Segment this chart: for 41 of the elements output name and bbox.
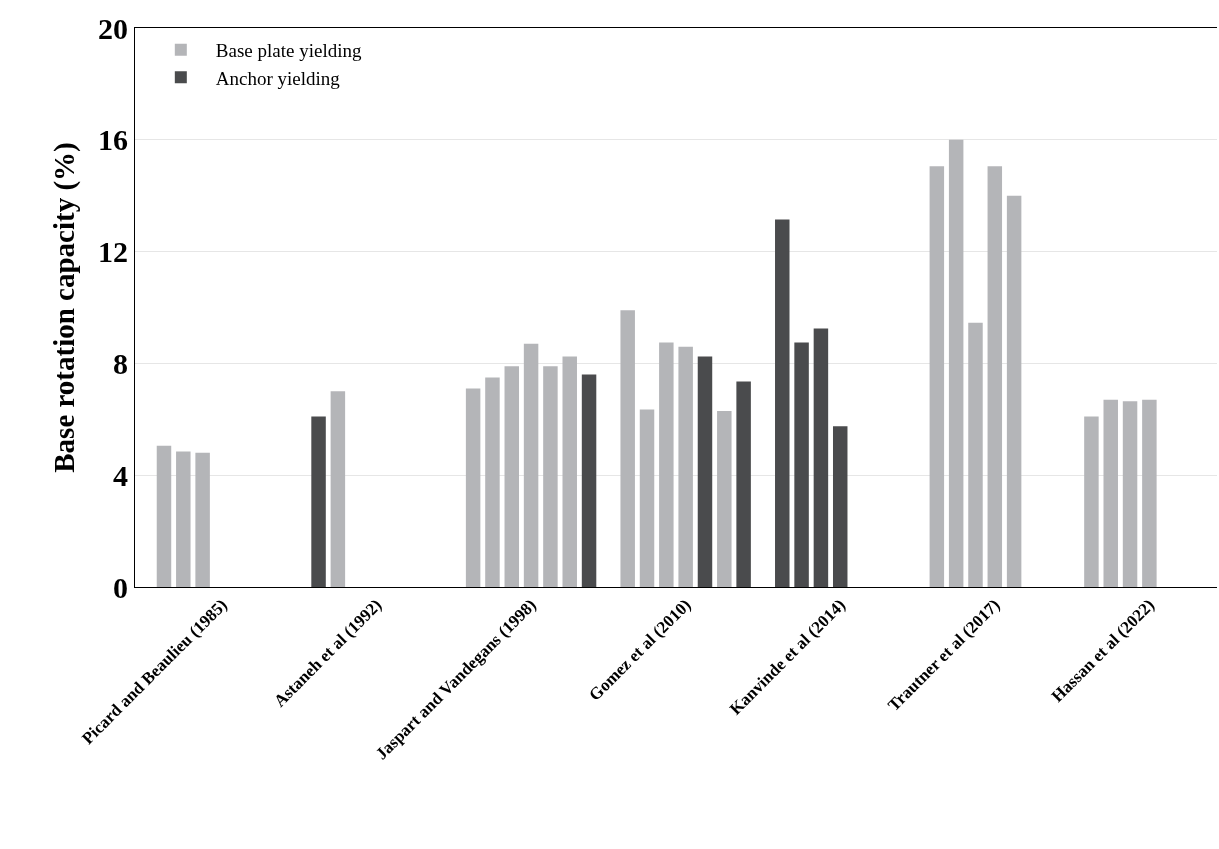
- bar: [717, 410, 732, 587]
- bar: [543, 366, 558, 587]
- bar: [736, 381, 751, 587]
- bar: [1103, 399, 1118, 587]
- bar: [485, 377, 500, 587]
- y-tick-label: 8: [113, 346, 128, 380]
- bar: [620, 310, 635, 587]
- bar: [330, 391, 346, 587]
- bar: [697, 356, 713, 587]
- bar: [813, 328, 829, 587]
- y-tick-label: 20: [98, 11, 128, 45]
- bar: [156, 445, 172, 587]
- y-tick-label: 0: [113, 570, 128, 604]
- y-tick-label: 4: [113, 458, 128, 492]
- bar: [1122, 401, 1138, 587]
- bar: [1084, 416, 1099, 587]
- bar: [195, 452, 210, 587]
- bar: [929, 166, 945, 587]
- y-axis-title: Base rotation capacity (%): [48, 142, 82, 473]
- bar: [176, 451, 191, 587]
- legend-label: Base plate yielding: [215, 40, 362, 62]
- bar: [987, 166, 1003, 587]
- bar: [639, 409, 655, 587]
- bar: [523, 343, 539, 587]
- bar: [832, 426, 848, 587]
- bar: [1006, 195, 1022, 587]
- bar: [562, 356, 577, 587]
- bar: [678, 346, 693, 587]
- bar: [465, 388, 481, 587]
- bar: [311, 416, 326, 587]
- bar: [948, 139, 964, 587]
- legend-label: Anchor yielding: [215, 67, 341, 89]
- y-tick-label: 12: [98, 235, 128, 269]
- bar: [794, 342, 809, 587]
- bar: [775, 219, 790, 587]
- bar: [1142, 399, 1157, 587]
- y-tick-label: 16: [98, 123, 128, 157]
- bar: [968, 322, 983, 587]
- bar: [581, 374, 597, 587]
- bar: [504, 366, 520, 587]
- bar: [659, 342, 674, 587]
